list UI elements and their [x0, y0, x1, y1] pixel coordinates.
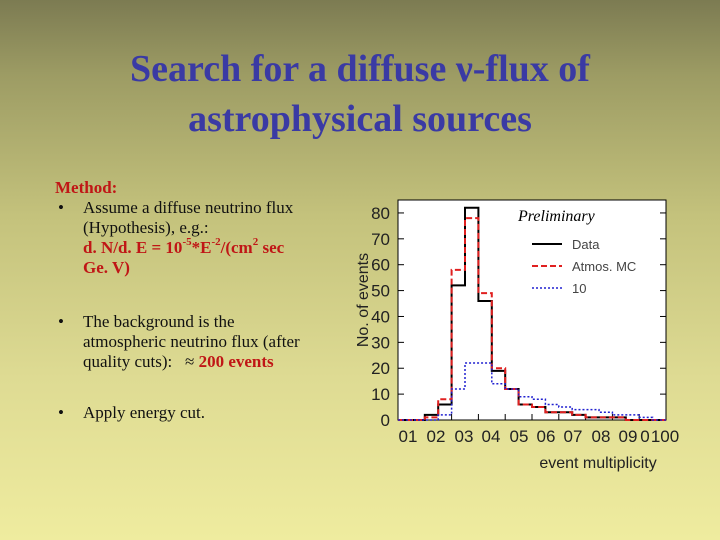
y-tick-label: 40	[371, 307, 390, 326]
slide-title: Search for a diffuse ν-flux of astrophys…	[0, 44, 720, 144]
formula-line-2: Ge. V)	[83, 258, 130, 277]
formula-exp-3: 2	[252, 236, 259, 249]
formula-exp-2: -2	[211, 236, 221, 249]
method-label: Method:	[55, 178, 118, 197]
formula-part-c: /(cm	[220, 238, 253, 257]
x-tick-label: 05	[510, 427, 529, 446]
series-10-line	[398, 362, 666, 421]
bullet-hypothesis: • Assume a diffuse neutrino flux (Hypoth…	[55, 198, 355, 278]
bullet2-text: quality cuts): ≈	[83, 352, 199, 371]
y-tick-label: 0	[381, 411, 390, 430]
bullet-background: • The background is the atmospheric neut…	[55, 312, 355, 372]
bullet3-text: Apply energy cut.	[83, 403, 205, 422]
legend-label: Atmos. MC	[572, 259, 636, 274]
y-tick-label: 30	[371, 333, 390, 352]
x-tick-label: 100	[651, 427, 679, 446]
x-tick-label: 07	[564, 427, 583, 446]
y-tick-label: 10	[371, 385, 390, 404]
bullet2-line3: quality cuts): ≈ 200 events	[83, 352, 355, 372]
bullet-dot: •	[58, 198, 64, 217]
bullet1-line2: (Hypothesis), e.g.:	[83, 218, 209, 237]
x-tick-label: 04	[482, 427, 501, 446]
x-tick-label: 02	[427, 427, 446, 446]
formula-part-b: *E	[191, 238, 212, 257]
y-tick-label: 20	[371, 359, 390, 378]
y-tick-label: 80	[371, 204, 390, 223]
bullet2-line2: atmospheric neutrino flux (after	[83, 332, 300, 351]
legend-label: 10	[572, 281, 586, 296]
bullet-dot: •	[58, 312, 64, 331]
y-tick-label: 50	[371, 282, 390, 301]
flux-formula: d. N/d. E = 10-5*E-2/(cm2 sec	[83, 236, 355, 258]
formula-exp-1: -5	[182, 236, 192, 249]
y-axis-label: No. of events	[355, 253, 372, 347]
formula-part-d: sec	[258, 238, 285, 257]
x-tick-label: 09	[619, 427, 638, 446]
legend-label: Data	[572, 237, 600, 252]
bullet2-line1: The background is the	[83, 312, 235, 331]
method-text: Method: • Assume a diffuse neutrino flux…	[55, 178, 355, 423]
series-atmos-mc-line	[398, 217, 666, 421]
bullet-energy-cut: • Apply energy cut.	[55, 403, 355, 423]
x-tick-label: 03	[455, 427, 474, 446]
bullet-dot: •	[58, 403, 64, 422]
y-tick-label: 60	[371, 256, 390, 275]
x-tick-label: 01	[399, 427, 418, 446]
x-axis-label: event multiplicity	[539, 455, 656, 472]
preliminary-annotation: Preliminary	[517, 208, 596, 225]
title-line-1: Search for a diffuse ν-flux of	[130, 48, 590, 90]
bullet1-line1: Assume a diffuse neutrino flux	[83, 198, 294, 217]
formula-part-a: d. N/d. E = 10	[83, 238, 183, 257]
x-tick-label: 0	[640, 427, 649, 446]
x-tick-label: 08	[592, 427, 611, 446]
plot-frame	[397, 199, 667, 421]
title-line-2: astrophysical sources	[188, 98, 532, 140]
x-tick-label: 06	[537, 427, 556, 446]
y-tick-label: 70	[371, 230, 390, 249]
event-count: 200 events	[198, 352, 274, 371]
